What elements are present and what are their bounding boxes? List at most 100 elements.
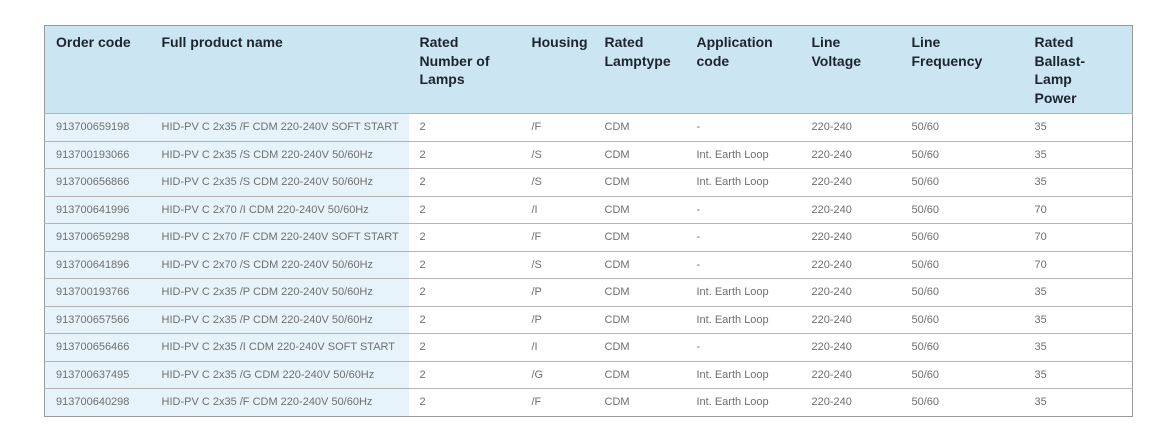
cell-rated-ballast-lamp-power: 35 — [1023, 140, 1133, 169]
cell-order-code: 913700193766 — [44, 278, 151, 306]
cell-housing: /S — [520, 140, 594, 169]
cell-application-code: - — [685, 333, 801, 361]
cell-rated-number-of-lamps: 2 — [408, 168, 521, 196]
cell-rated-number-of-lamps: 2 — [408, 388, 521, 416]
table-row: 913700659198 HID-PV C 2x35 /F CDM 220-24… — [44, 113, 1133, 141]
cell-housing: /P — [520, 305, 594, 334]
cell-order-code: 913700641896 — [44, 250, 151, 279]
table-row: 913700193066 HID-PV C 2x35 /S CDM 220-24… — [44, 140, 1133, 169]
cell-line-frequency: 50/60 — [900, 333, 1024, 361]
cell-rated-lamptype: CDM — [593, 168, 686, 196]
cell-order-code: 913700641996 — [44, 195, 151, 224]
cell-rated-number-of-lamps: 2 — [408, 140, 521, 169]
cell-line-voltage: 220-240 — [800, 360, 901, 389]
cell-rated-ballast-lamp-power: 35 — [1023, 360, 1133, 389]
cell-order-code: 913700656866 — [44, 168, 151, 196]
cell-application-code: - — [685, 195, 801, 224]
cell-rated-ballast-lamp-power: 35 — [1023, 113, 1133, 141]
cell-line-frequency: 50/60 — [900, 195, 1024, 224]
cell-order-code: 913700659298 — [44, 223, 151, 251]
cell-order-code: 913700640298 — [44, 388, 151, 416]
column-header-line-frequency: Line Frequency — [900, 25, 1024, 114]
cell-rated-lamptype: CDM — [593, 360, 686, 389]
column-header-rated-ballast-lamp-power: Rated Ballast- Lamp Power — [1023, 25, 1133, 114]
cell-full-product-name: HID-PV C 2x35 /S CDM 220-240V 50/60Hz — [150, 140, 409, 169]
cell-rated-number-of-lamps: 2 — [408, 195, 521, 224]
cell-full-product-name: HID-PV C 2x70 /I CDM 220-240V 50/60Hz — [150, 195, 409, 224]
cell-housing: /I — [520, 333, 594, 361]
column-header-rated-number-of-lamps: Rated Number of Lamps — [408, 25, 521, 114]
table-row: 913700640298 HID-PV C 2x35 /F CDM 220-24… — [44, 388, 1133, 416]
cell-line-voltage: 220-240 — [800, 195, 901, 224]
table-row: 913700193766 HID-PV C 2x35 /P CDM 220-24… — [44, 278, 1133, 306]
cell-housing: /P — [520, 278, 594, 306]
table-row: 913700641896 HID-PV C 2x70 /S CDM 220-24… — [44, 250, 1133, 279]
cell-rated-lamptype: CDM — [593, 195, 686, 224]
cell-housing: /S — [520, 250, 594, 279]
cell-full-product-name: HID-PV C 2x70 /F CDM 220-240V SOFT START — [150, 223, 409, 251]
cell-application-code: Int. Earth Loop — [685, 140, 801, 169]
cell-order-code: 913700656466 — [44, 333, 151, 361]
cell-housing: /S — [520, 168, 594, 196]
cell-rated-lamptype: CDM — [593, 278, 686, 306]
cell-rated-number-of-lamps: 2 — [408, 305, 521, 334]
column-header-application-code: Application code — [685, 25, 801, 114]
cell-rated-number-of-lamps: 2 — [408, 113, 521, 141]
cell-rated-ballast-lamp-power: 35 — [1023, 278, 1133, 306]
cell-application-code: - — [685, 223, 801, 251]
cell-rated-ballast-lamp-power: 70 — [1023, 195, 1133, 224]
cell-order-code: 913700659198 — [44, 113, 151, 141]
cell-rated-lamptype: CDM — [593, 250, 686, 279]
cell-line-voltage: 220-240 — [800, 113, 901, 141]
cell-rated-ballast-lamp-power: 35 — [1023, 388, 1133, 416]
table-row: 913700637495 HID-PV C 2x35 /G CDM 220-24… — [44, 360, 1133, 389]
column-header-full-product-name: Full product name — [150, 25, 409, 114]
table-row: 913700656866 HID-PV C 2x35 /S CDM 220-24… — [44, 168, 1133, 196]
cell-full-product-name: HID-PV C 2x35 /P CDM 220-240V 50/60Hz — [150, 305, 409, 334]
cell-rated-number-of-lamps: 2 — [408, 360, 521, 389]
cell-application-code: - — [685, 250, 801, 279]
cell-line-voltage: 220-240 — [800, 305, 901, 334]
cell-full-product-name: HID-PV C 2x35 /I CDM 220-240V SOFT START — [150, 333, 409, 361]
cell-rated-ballast-lamp-power: 70 — [1023, 250, 1133, 279]
product-spec-table: Order code Full product name Rated Numbe… — [44, 25, 1133, 417]
cell-line-voltage: 220-240 — [800, 140, 901, 169]
cell-line-voltage: 220-240 — [800, 223, 901, 251]
cell-rated-ballast-lamp-power: 70 — [1023, 223, 1133, 251]
cell-housing: /F — [520, 223, 594, 251]
cell-line-voltage: 220-240 — [800, 168, 901, 196]
cell-housing: /I — [520, 195, 594, 224]
cell-line-frequency: 50/60 — [900, 278, 1024, 306]
cell-line-voltage: 220-240 — [800, 333, 901, 361]
column-header-line-voltage: Line Voltage — [800, 25, 901, 114]
column-header-order-code: Order code — [44, 25, 151, 114]
table-row: 913700641996 HID-PV C 2x70 /I CDM 220-24… — [44, 195, 1133, 224]
cell-line-frequency: 50/60 — [900, 305, 1024, 334]
column-header-housing: Housing — [520, 25, 594, 114]
table-row: 913700657566 HID-PV C 2x35 /P CDM 220-24… — [44, 305, 1133, 334]
cell-full-product-name: HID-PV C 2x35 /F CDM 220-240V SOFT START — [150, 113, 409, 141]
cell-rated-number-of-lamps: 2 — [408, 278, 521, 306]
cell-rated-number-of-lamps: 2 — [408, 223, 521, 251]
cell-housing: /F — [520, 113, 594, 141]
cell-application-code: Int. Earth Loop — [685, 278, 801, 306]
cell-line-frequency: 50/60 — [900, 250, 1024, 279]
cell-application-code: Int. Earth Loop — [685, 388, 801, 416]
cell-order-code: 913700637495 — [44, 360, 151, 389]
table-row: 913700656466 HID-PV C 2x35 /I CDM 220-24… — [44, 333, 1133, 361]
column-header-rated-lamptype: Rated Lamptype — [593, 25, 686, 114]
cell-application-code: - — [685, 113, 801, 141]
cell-rated-lamptype: CDM — [593, 140, 686, 169]
cell-order-code: 913700657566 — [44, 305, 151, 334]
cell-full-product-name: HID-PV C 2x35 /P CDM 220-240V 50/60Hz — [150, 278, 409, 306]
cell-application-code: Int. Earth Loop — [685, 360, 801, 389]
cell-line-frequency: 50/60 — [900, 223, 1024, 251]
cell-full-product-name: HID-PV C 2x35 /G CDM 220-240V 50/60Hz — [150, 360, 409, 389]
cell-full-product-name: HID-PV C 2x35 /S CDM 220-240V 50/60Hz — [150, 168, 409, 196]
cell-line-frequency: 50/60 — [900, 113, 1024, 141]
cell-housing: /G — [520, 360, 594, 389]
cell-line-frequency: 50/60 — [900, 388, 1024, 416]
cell-line-frequency: 50/60 — [900, 168, 1024, 196]
cell-line-frequency: 50/60 — [900, 140, 1024, 169]
cell-rated-lamptype: CDM — [593, 223, 686, 251]
